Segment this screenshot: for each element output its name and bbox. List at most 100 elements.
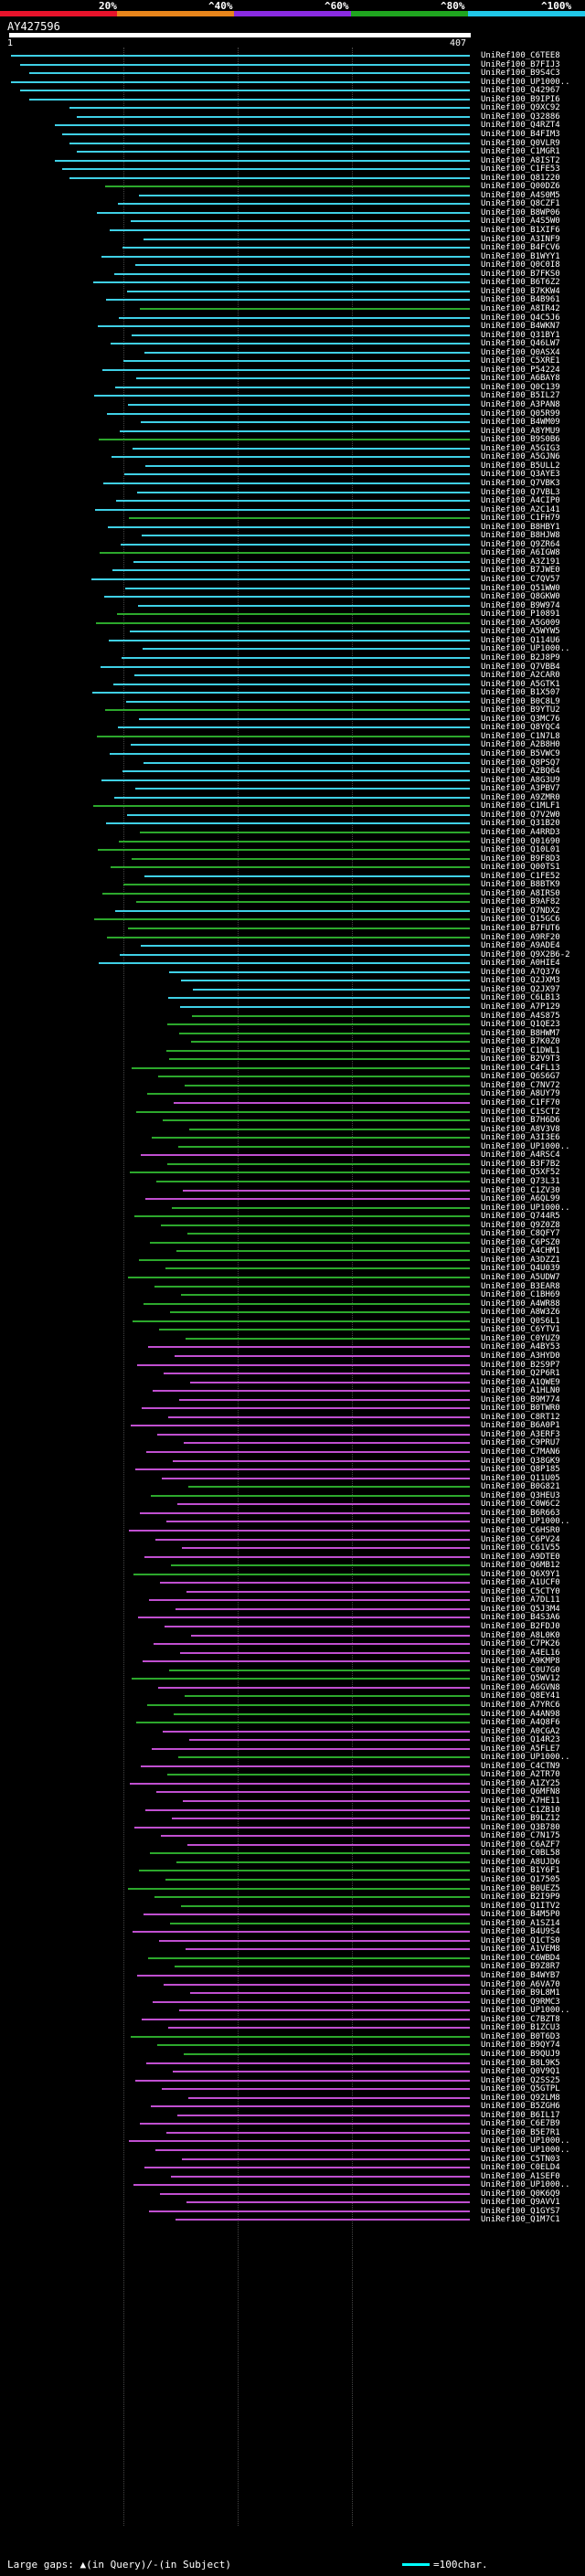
- hit-label[interactable]: UniRef100_C1FF70: [481, 1098, 560, 1108]
- hit-label[interactable]: UniRef100_C1N7L8: [481, 731, 560, 741]
- hit-bar[interactable]: [168, 1415, 470, 1418]
- hit-label[interactable]: UniRef100_B8WP06: [481, 207, 560, 217]
- hit-bar[interactable]: [138, 1617, 470, 1619]
- hit-label[interactable]: UniRef100_A8W3Z6: [481, 1308, 560, 1318]
- hit-label[interactable]: UniRef100_A6BAY8: [481, 374, 560, 384]
- hit-bar[interactable]: [186, 1590, 470, 1593]
- hit-label[interactable]: UniRef100_B5VWC9: [481, 749, 560, 758]
- hit-bar[interactable]: [136, 1722, 470, 1724]
- hit-bar[interactable]: [140, 1511, 470, 1514]
- hit-label[interactable]: UniRef100_Q0C139: [481, 382, 560, 392]
- hit-label[interactable]: UniRef100_B4FIM3: [481, 129, 560, 139]
- hit-label[interactable]: UniRef100_Q32886: [481, 111, 560, 122]
- hit-label[interactable]: UniRef100_A4WR88: [481, 1299, 560, 1309]
- hit-bar[interactable]: [112, 456, 470, 459]
- hit-label[interactable]: UniRef100_C6WBD4: [481, 1953, 560, 1963]
- hit-bar[interactable]: [101, 665, 470, 668]
- hit-bar[interactable]: [133, 1320, 470, 1322]
- hit-label[interactable]: UniRef100_C7MAN6: [481, 1447, 560, 1457]
- hit-bar[interactable]: [181, 1294, 470, 1297]
- hit-label[interactable]: UniRef100_Q2SS25: [481, 2075, 560, 2085]
- hit-label[interactable]: UniRef100_B4FCV6: [481, 243, 560, 253]
- hit-bar[interactable]: [157, 2044, 470, 2047]
- hit-label[interactable]: UniRef100_UP1000..: [481, 1141, 570, 1151]
- hit-label[interactable]: UniRef100_A9KMP8: [481, 1657, 560, 1667]
- hit-label[interactable]: UniRef100_B7FUT6: [481, 924, 560, 933]
- hit-bar[interactable]: [142, 535, 470, 537]
- hit-label[interactable]: UniRef100_A7P129: [481, 1002, 560, 1012]
- hit-bar[interactable]: [165, 1267, 470, 1270]
- hit-bar[interactable]: [150, 1241, 470, 1244]
- hit-bar[interactable]: [129, 2140, 470, 2143]
- hit-label[interactable]: UniRef100_A4RRD3: [481, 827, 560, 837]
- hit-label[interactable]: UniRef100_C6PSZ0: [481, 1237, 560, 1247]
- hit-label[interactable]: UniRef100_B2FDJ0: [481, 1622, 560, 1631]
- hit-bar[interactable]: [93, 805, 470, 808]
- hit-label[interactable]: UniRef100_Q9ZR64: [481, 539, 560, 549]
- hit-bar[interactable]: [162, 2088, 470, 2091]
- hit-label[interactable]: UniRef100_A1UCF0: [481, 1578, 560, 1588]
- hit-bar[interactable]: [183, 1189, 470, 1192]
- hit-bar[interactable]: [135, 2079, 470, 2082]
- hit-label[interactable]: UniRef100_B2S9P7: [481, 1360, 560, 1370]
- hit-bar[interactable]: [69, 107, 470, 110]
- hit-bar[interactable]: [133, 1573, 470, 1575]
- hit-bar[interactable]: [130, 1782, 470, 1785]
- hit-label[interactable]: UniRef100_Q744R5: [481, 1212, 560, 1222]
- hit-bar[interactable]: [155, 2149, 470, 2151]
- hit-label[interactable]: UniRef100_Q15GC6: [481, 915, 560, 925]
- hit-bar[interactable]: [96, 621, 470, 624]
- hit-label[interactable]: UniRef100_Q9AVV1: [481, 2198, 560, 2208]
- hit-label[interactable]: UniRef100_Q8CZF1: [481, 199, 560, 209]
- hit-label[interactable]: UniRef100_C5XRE1: [481, 356, 560, 366]
- hit-label[interactable]: UniRef100_A3Z191: [481, 557, 560, 567]
- hit-bar[interactable]: [159, 1939, 470, 1942]
- hit-bar[interactable]: [180, 1005, 470, 1008]
- hit-bar[interactable]: [94, 918, 470, 921]
- hit-label[interactable]: UniRef100_B5E7R1: [481, 2127, 560, 2137]
- hit-bar[interactable]: [124, 473, 470, 476]
- hit-label[interactable]: UniRef100_B9QY74: [481, 2041, 560, 2051]
- hit-bar[interactable]: [138, 604, 470, 607]
- hit-label[interactable]: UniRef100_A6GVN8: [481, 1682, 560, 1692]
- hit-label[interactable]: UniRef100_Q6S6G7: [481, 1072, 560, 1082]
- hit-label[interactable]: UniRef100_UP1000..: [481, 2136, 570, 2147]
- hit-label[interactable]: UniRef100_Q0K6Q9: [481, 2189, 560, 2199]
- hit-bar[interactable]: [186, 1337, 470, 1340]
- hit-bar[interactable]: [139, 717, 470, 720]
- hit-bar[interactable]: [188, 1486, 470, 1489]
- hit-bar[interactable]: [165, 1626, 470, 1627]
- hit-bar[interactable]: [141, 1154, 470, 1157]
- hit-label[interactable]: UniRef100_Q7VBK3: [481, 478, 560, 488]
- hit-bar[interactable]: [107, 412, 470, 415]
- hit-bar[interactable]: [162, 1477, 470, 1479]
- hit-label[interactable]: UniRef100_B1XIF6: [481, 226, 560, 235]
- hit-bar[interactable]: [176, 2219, 470, 2221]
- hit-bar[interactable]: [114, 796, 470, 799]
- hit-bar[interactable]: [153, 1390, 470, 1393]
- hit-bar[interactable]: [174, 1712, 470, 1715]
- hit-bar[interactable]: [99, 962, 470, 965]
- hit-label[interactable]: UniRef100_A8UY79: [481, 1089, 560, 1099]
- hit-label[interactable]: UniRef100_C1MLF1: [481, 801, 560, 811]
- hit-label[interactable]: UniRef100_Q46LW7: [481, 339, 560, 349]
- hit-label[interactable]: UniRef100_B9S0B6: [481, 435, 560, 445]
- hit-bar[interactable]: [139, 194, 470, 196]
- hit-label[interactable]: UniRef100_B1X507: [481, 688, 560, 698]
- hit-label[interactable]: UniRef100_C6AZF7: [481, 1839, 560, 1850]
- hit-label[interactable]: UniRef100_Q0S6L1: [481, 1316, 560, 1326]
- hit-label[interactable]: UniRef100_A9DTE0: [481, 1552, 560, 1562]
- hit-bar[interactable]: [144, 1302, 470, 1305]
- hit-bar[interactable]: [157, 1433, 470, 1436]
- hit-label[interactable]: UniRef100_Q00DZ6: [481, 182, 560, 192]
- hit-label[interactable]: UniRef100_A3ERF3: [481, 1429, 560, 1439]
- hit-label[interactable]: UniRef100_UP1000..: [481, 2006, 570, 2016]
- hit-bar[interactable]: [176, 1607, 470, 1610]
- hit-bar[interactable]: [102, 892, 470, 895]
- hit-label[interactable]: UniRef100_B5ZGH6: [481, 2102, 560, 2112]
- hit-label[interactable]: UniRef100_C7BZT8: [481, 2014, 560, 2024]
- hit-bar[interactable]: [119, 840, 470, 843]
- hit-bar[interactable]: [122, 656, 470, 659]
- hit-label[interactable]: UniRef100_A4Q8F6: [481, 1718, 560, 1728]
- hit-label[interactable]: UniRef100_A7Q376: [481, 967, 560, 977]
